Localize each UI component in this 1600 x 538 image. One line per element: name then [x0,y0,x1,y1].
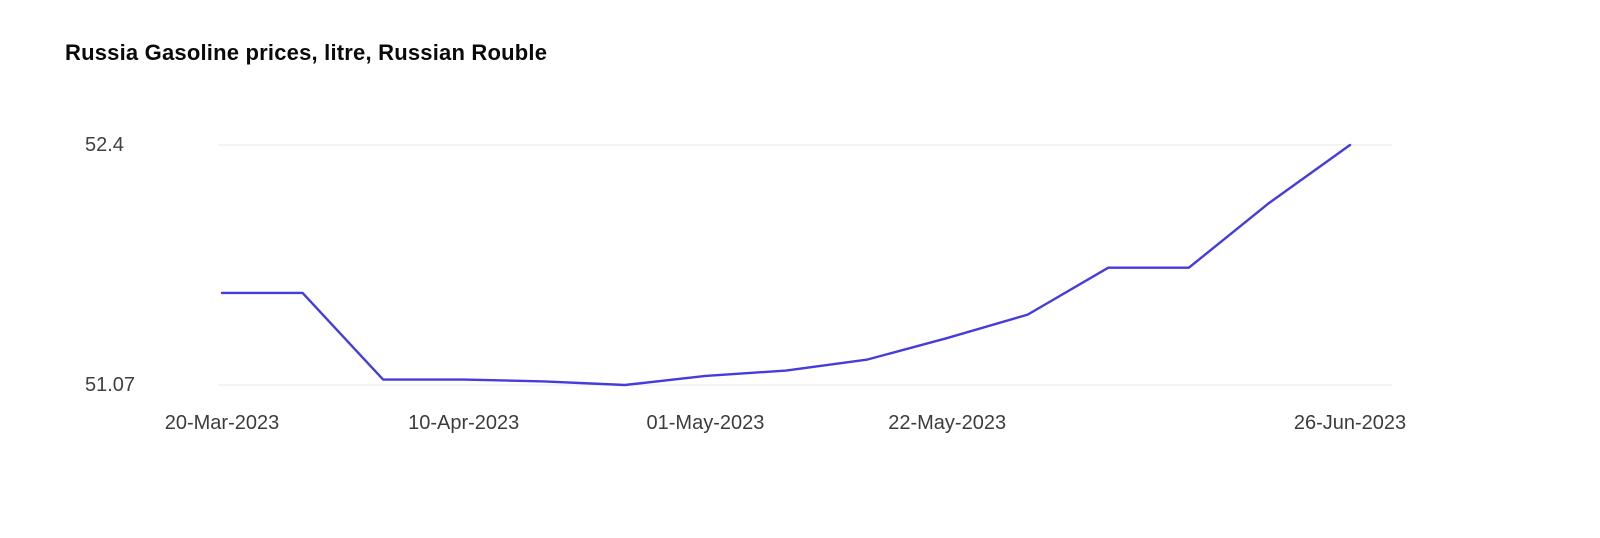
x-axis-tick-label: 10-Apr-2023 [408,412,520,434]
x-axis-tick-label: 01-May-2023 [646,412,765,434]
x-axis-tick-label: 22-May-2023 [888,412,1007,434]
price-series-line [220,143,1352,387]
y-axis-tick-label: 51.07 [85,374,136,396]
y-axis-tick-label: 52.4 [85,134,124,156]
x-axis-tick-label: 20-Mar-2023 [164,412,280,434]
chart-title: Russia Gasoline prices, litre, Russian R… [65,40,548,65]
x-axis-tick-label: 26-Jun-2023 [1293,412,1407,434]
